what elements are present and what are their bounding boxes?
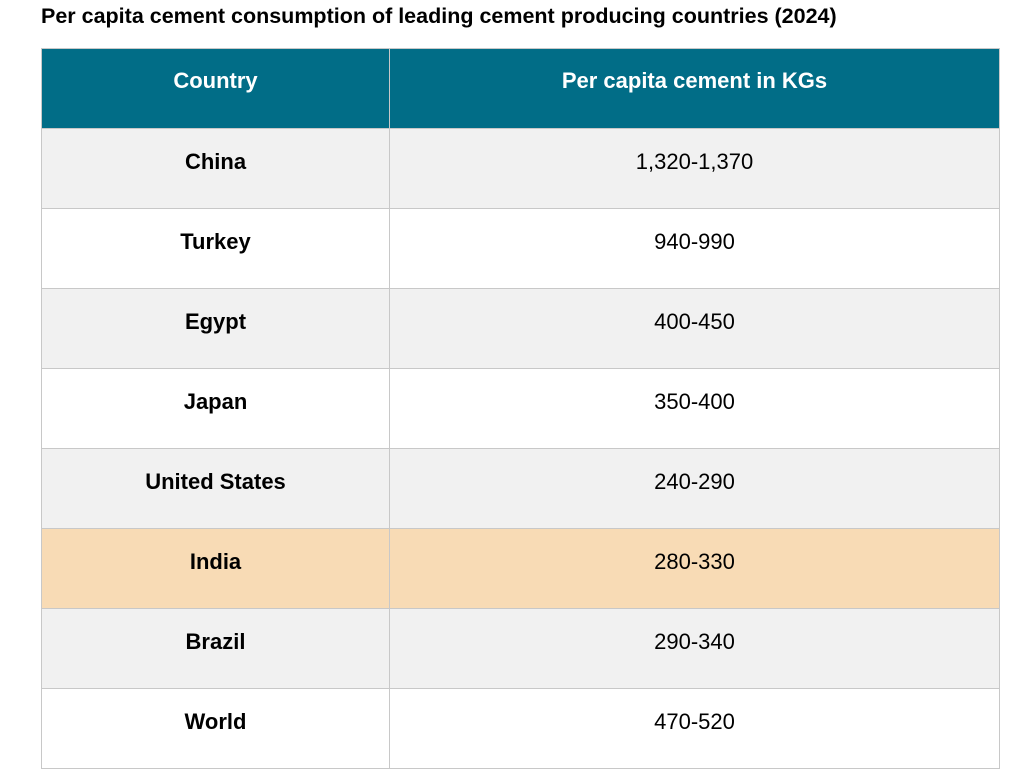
value-cell: 1,320-1,370 xyxy=(389,128,1000,209)
value-cell: 290-340 xyxy=(389,608,1000,689)
country-cell: China xyxy=(41,128,390,209)
country-cell: Egypt xyxy=(41,288,390,369)
cement-table: Country Per capita cement in KGs China 1,… xyxy=(41,48,1000,769)
header-row: Country Per capita cement in KGs xyxy=(41,48,1000,129)
header-per-capita: Per capita cement in KGs xyxy=(389,48,1000,129)
country-cell: Brazil xyxy=(41,608,390,689)
value-cell: 280-330 xyxy=(389,528,1000,609)
country-cell: Turkey xyxy=(41,208,390,289)
value-cell: 940-990 xyxy=(389,208,1000,289)
table-title: Per capita cement consumption of leading… xyxy=(41,4,837,28)
country-cell: India xyxy=(41,528,390,609)
country-cell: World xyxy=(41,688,390,769)
country-cell: Japan xyxy=(41,368,390,449)
table-row: China 1,320-1,370 xyxy=(41,128,1000,209)
table-row: United States 240-290 xyxy=(41,448,1000,529)
value-cell: 240-290 xyxy=(389,448,1000,529)
value-cell: 350-400 xyxy=(389,368,1000,449)
table-row: World 470-520 xyxy=(41,688,1000,769)
table-row: Brazil 290-340 xyxy=(41,608,1000,689)
table-row: Japan 350-400 xyxy=(41,368,1000,449)
table-row: Egypt 400-450 xyxy=(41,288,1000,369)
value-cell: 400-450 xyxy=(389,288,1000,369)
table-row: India 280-330 xyxy=(41,528,1000,609)
table-row: Turkey 940-990 xyxy=(41,208,1000,289)
header-country: Country xyxy=(41,48,390,129)
value-cell: 470-520 xyxy=(389,688,1000,769)
country-cell: United States xyxy=(41,448,390,529)
